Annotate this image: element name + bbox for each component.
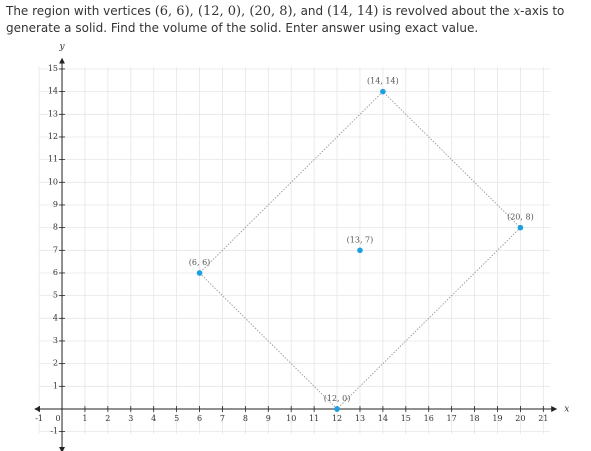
x-tick-label: 11 — [309, 414, 319, 423]
y-tick-label: 7 — [53, 245, 58, 254]
point — [334, 406, 340, 412]
x-tick-label: 12 — [332, 414, 342, 423]
x-tick-label: 13 — [355, 414, 365, 423]
x-tick-label: 16 — [424, 414, 434, 423]
y-tick-label: 8 — [53, 223, 58, 232]
x-tick-label: 8 — [243, 414, 248, 423]
y-tick-label: 1 — [53, 381, 58, 390]
math: x — [513, 4, 521, 18]
point-label: (6, 6) — [189, 258, 211, 267]
x-tick-label: 17 — [447, 414, 457, 423]
y-tick-label: 2 — [53, 359, 58, 368]
x-tick-label: 3 — [128, 414, 133, 423]
x-tick-label: 18 — [469, 414, 479, 423]
point-label: (12, 0) — [324, 394, 351, 403]
x-tick-label: 9 — [266, 414, 271, 423]
y-tick-label: 12 — [48, 132, 58, 141]
x-tick-label: 7 — [220, 414, 225, 423]
y-tick-label: 9 — [53, 200, 58, 209]
x-tick-label: -1 — [35, 414, 43, 423]
point — [517, 224, 524, 231]
math: (14, 14) — [326, 4, 379, 19]
question: The region with vertices (6, 6), (12, 0)… — [6, 3, 586, 37]
y-tick-label: 10 — [48, 177, 58, 186]
x-tick-label: 14 — [378, 414, 388, 423]
y-tick-label: 6 — [53, 268, 58, 277]
x-tick-label: 4 — [151, 414, 156, 423]
y-tick-label: 4 — [53, 313, 58, 322]
text: and — [296, 4, 327, 18]
x-tick-label: 19 — [492, 414, 502, 423]
point — [196, 270, 203, 276]
x-tick-label: 5 — [174, 414, 179, 423]
y-tick-label: 11 — [48, 155, 58, 164]
text: is revolved about the — [378, 4, 514, 18]
y-tick-label: -1 — [50, 427, 58, 436]
text: The region with vertices — [6, 4, 155, 18]
y-tick-label: 3 — [53, 336, 58, 345]
point-label: (14, 14) — [367, 77, 399, 86]
y-tick-label: 15 — [48, 64, 58, 73]
point-label: (13, 7) — [347, 235, 374, 244]
text: -axis to generate a solid. Find the volu… — [6, 4, 565, 35]
x-tick-label: 15 — [401, 414, 411, 423]
x-tick-label: 1 — [82, 414, 87, 423]
point — [357, 247, 363, 254]
point — [380, 88, 386, 95]
y-tick-label: 5 — [53, 291, 58, 300]
y-axis-label: y — [58, 42, 65, 52]
math: (6, 6), (12, 0), (20, 8), — [154, 4, 297, 19]
point-label: (20, 8) — [507, 213, 534, 222]
y-tick-label: 13 — [48, 109, 58, 118]
x-tick-label: 21 — [538, 414, 548, 423]
x-tick-label: 6 — [197, 414, 202, 423]
x-tick-label: 20 — [515, 414, 525, 423]
y-tick-label: 14 — [48, 87, 58, 96]
x-tick-label: 2 — [105, 414, 110, 423]
x-tick-label: 10 — [286, 414, 296, 423]
x-tick-label: 0 — [55, 414, 60, 423]
x-axis-label: x — [564, 404, 569, 414]
